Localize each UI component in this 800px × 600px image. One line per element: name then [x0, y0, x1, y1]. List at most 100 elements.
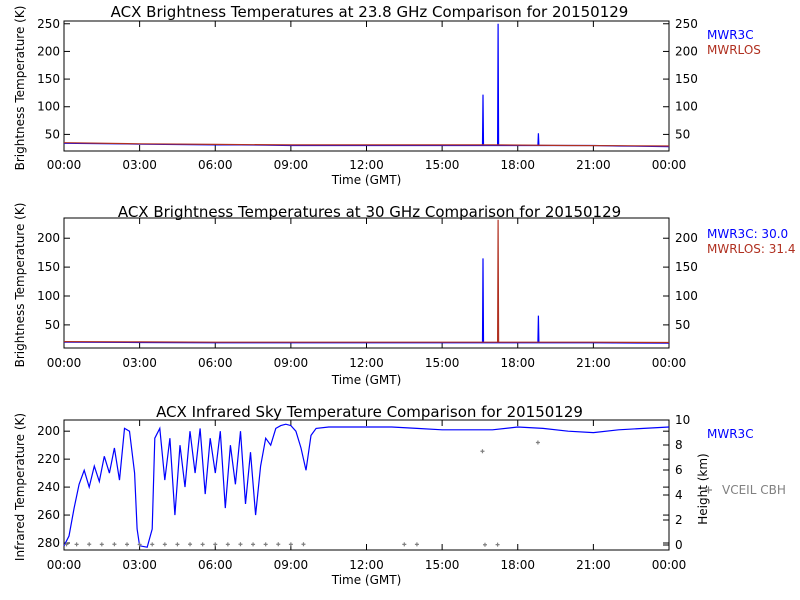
y2-tick-label: 8: [675, 438, 683, 452]
x-tick-label: 00:00: [47, 158, 82, 172]
series-line: [63, 142, 670, 147]
data-point: [251, 542, 256, 547]
x-tick-label: 00:00: [652, 558, 687, 572]
x-tick-label: 15:00: [425, 558, 460, 572]
x-tick-label: 00:00: [652, 356, 687, 370]
y-tick-label-right: 150: [675, 260, 698, 274]
data-point: [99, 542, 104, 547]
x-tick-label: 21:00: [576, 558, 611, 572]
plot-frame: [63, 217, 670, 349]
y-tick-label: 200: [37, 231, 60, 245]
legend-entry: MWRLOS: 31.4: [707, 242, 795, 256]
y-tick-label: 100: [37, 289, 60, 303]
y2-tick-label: 10: [675, 413, 690, 427]
chart-title: ACX Brightness Temperatures at 30 GHz Co…: [118, 203, 621, 221]
data-point: [288, 542, 293, 547]
y-tick-label: 50: [45, 127, 60, 141]
x-tick-label: 06:00: [198, 356, 233, 370]
y2-tick-label: 0: [675, 538, 683, 552]
data-point: [137, 542, 142, 547]
x-tick-label: 18:00: [500, 558, 535, 572]
y-tick-label-right: 250: [675, 17, 698, 31]
x-tick-label: 03:00: [122, 558, 157, 572]
y-axis-label: Brightness Temperature (K): [13, 6, 27, 171]
series-line: [63, 219, 670, 344]
y-tick-label-right: 50: [675, 318, 690, 332]
data-point: [162, 542, 167, 547]
data-point: [225, 542, 230, 547]
y-axis-label: Infrared Temperature (K): [13, 413, 27, 561]
y2-tick-label: 6: [675, 463, 683, 477]
y-tick-label-right: 100: [675, 289, 698, 303]
data-point: [175, 542, 180, 547]
x-tick-label: 18:00: [500, 158, 535, 172]
y2-axis-label: Height (km): [696, 453, 710, 524]
y-tick-label: 240: [37, 480, 60, 494]
y-tick-label-right: 100: [675, 100, 698, 114]
y-tick-label: 150: [37, 72, 60, 86]
x-tick-label: 06:00: [198, 158, 233, 172]
y-tick-label: 260: [37, 508, 60, 522]
y-axis-label: Brightness Temperature (K): [13, 203, 27, 368]
x-tick-label: 18:00: [500, 356, 535, 370]
legend-marker: [705, 486, 712, 494]
y-tick-label: 220: [37, 452, 60, 466]
data-point: [495, 542, 500, 547]
y-tick-label: 200: [37, 424, 60, 438]
data-point: [74, 542, 79, 547]
legend-entry: MWR3C: [707, 427, 754, 441]
data-point: [64, 542, 69, 547]
y-tick-label: 250: [37, 17, 60, 31]
y-tick-label-right: 200: [675, 231, 698, 245]
y-tick-label-right: 200: [675, 44, 698, 58]
x-tick-label: 12:00: [349, 356, 384, 370]
data-point: [301, 542, 306, 547]
x-tick-label: 06:00: [198, 558, 233, 572]
data-point: [414, 542, 419, 547]
data-point: [482, 542, 487, 547]
data-point: [125, 542, 130, 547]
data-point: [87, 542, 92, 547]
x-tick-label: 00:00: [47, 558, 82, 572]
x-tick-label: 03:00: [122, 356, 157, 370]
x-tick-label: 00:00: [47, 356, 82, 370]
series-line: [63, 258, 670, 344]
x-tick-label: 03:00: [122, 158, 157, 172]
data-point: [150, 542, 155, 547]
x-axis-label: Time (GMT): [331, 173, 402, 187]
legend-entry: VCEIL CBH: [722, 483, 786, 497]
y2-tick-label: 4: [675, 488, 683, 502]
data-point: [276, 542, 281, 547]
y-tick-label: 50: [45, 318, 60, 332]
data-point: [112, 542, 117, 547]
y-tick-label: 280: [37, 536, 60, 550]
y-tick-label-right: 150: [675, 72, 698, 86]
x-tick-label: 21:00: [576, 158, 611, 172]
data-point: [213, 542, 218, 547]
data-point: [535, 440, 540, 445]
y-tick-label: 150: [37, 260, 60, 274]
x-tick-label: 21:00: [576, 356, 611, 370]
x-tick-label: 12:00: [349, 158, 384, 172]
x-axis-label: Time (GMT): [331, 373, 402, 387]
chart-title: ACX Infrared Sky Temperature Comparison …: [156, 403, 583, 421]
x-tick-label: 09:00: [274, 158, 309, 172]
x-tick-label: 15:00: [425, 158, 460, 172]
plot-frame: [63, 20, 670, 152]
x-tick-label: 12:00: [349, 558, 384, 572]
x-tick-label: 15:00: [425, 356, 460, 370]
x-tick-label: 00:00: [652, 158, 687, 172]
chart-title: ACX Brightness Temperatures at 23.8 GHz …: [111, 3, 629, 21]
data-point: [402, 542, 407, 547]
y-tick-label-right: 50: [675, 127, 690, 141]
data-point: [480, 449, 485, 454]
legend-entry: MWR3C: 30.0: [707, 227, 788, 241]
y-tick-label: 100: [37, 100, 60, 114]
x-tick-label: 09:00: [274, 558, 309, 572]
x-axis-label: Time (GMT): [331, 573, 402, 587]
data-point: [188, 542, 193, 547]
data-point: [200, 542, 205, 547]
y2-tick-label: 2: [675, 513, 683, 527]
